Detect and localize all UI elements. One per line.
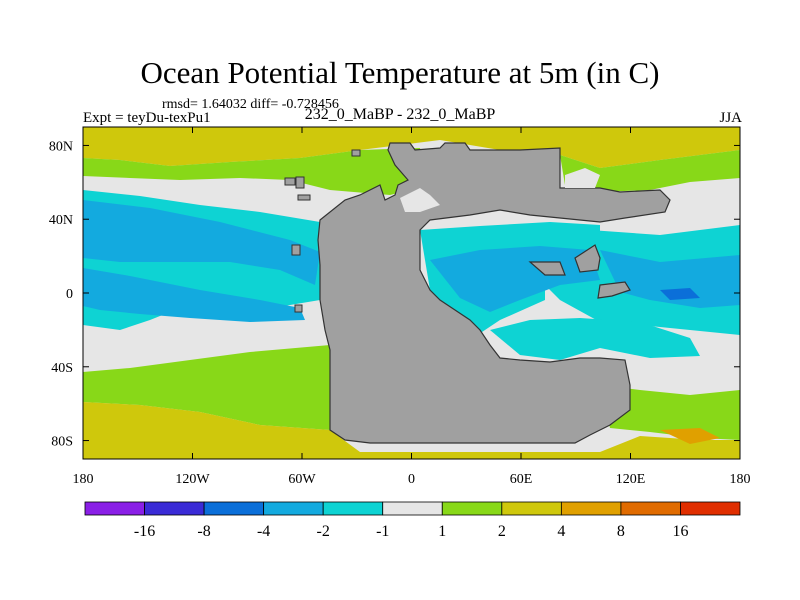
colorbar-label-3: -2 [317,523,330,540]
stats-label: rmsd= 1.64032 diff= -0.728456 [162,97,339,112]
colorbar-bin-8 [560,501,622,516]
colorbar-label-0: -16 [134,523,155,540]
chart-title: Ocean Potential Temperature at 5m (in C) [140,55,660,90]
field-inner-sea-south-cyan [490,318,700,360]
y-tick-label-1: 40N [49,213,73,228]
x-tick-label-6: 180 [730,472,751,487]
axes: 180 120W 60W 0 60E 120E 180 80N 40N 0 40S 80S [49,127,751,487]
temperature-field [83,127,740,459]
colorbar-bin-4 [322,501,384,516]
y-tick-label-0: 80N [49,139,73,154]
colorbar-bin-7 [501,501,562,516]
x-tick-label-1: 120W [175,472,210,487]
field-band-east-blue [600,250,740,308]
colorbar-bin-1 [144,501,205,516]
y-tick-label-4: 80S [51,435,73,450]
colorbar: -16 -8 -4 -2 -1 1 2 4 8 16 [84,501,741,540]
y-tick-label-2: 0 [66,287,73,302]
field-spot-east-deep-blue [660,288,700,300]
x-tick-label-4: 60E [510,472,533,487]
field-band-tropics-blue-south [83,268,305,322]
colorbar-bin-10 [680,501,741,516]
field-band-south-green [83,345,330,430]
colorbar-label-8: 8 [617,523,625,540]
y-tick-label-3: 40S [51,361,73,376]
colorbar-bin-5 [382,501,443,516]
x-tick-label-0: 180 [73,472,94,487]
colorbar-bin-6 [441,501,503,516]
field-band-tropics-blue [83,200,320,285]
land-north-gap [400,168,600,212]
colorbar-bin-2 [203,501,265,516]
field-spot-south-orange [660,428,720,444]
colorbar-label-5: 1 [438,523,446,540]
field-band-north-green-east [560,150,740,192]
x-tick-label-5: 120E [616,472,646,487]
period-label: 232_0_MaBP - 232_0_MaBP [304,106,496,123]
x-tick-label-3: 0 [408,472,415,487]
land-inner-peninsula [528,244,631,299]
field-band-south-green-east [600,385,740,440]
land-west-coast-islands [291,176,311,313]
colorbar-label-9: 16 [672,523,688,540]
experiment-label: Expt = teyDu-texPu1 [83,110,211,126]
colorbar-bin-0 [84,501,145,516]
land-west-continent [317,142,671,444]
colorbar-bin-3 [263,501,324,516]
colorbar-label-6: 2 [498,523,506,540]
colorbar-label-4: -1 [376,523,389,540]
season-label: JJA [719,110,742,126]
field-band-north-green [83,148,430,195]
field-band-south-yellow [83,402,740,459]
land-north-bits [284,149,361,186]
colorbar-label-2: -4 [257,523,270,540]
colorbar-bin-9 [620,501,681,516]
field-band-north-yellow [83,127,740,168]
x-tick-label-2: 60W [288,472,316,487]
colorbar-label-1: -8 [197,523,210,540]
colorbar-label-7: 4 [557,523,565,540]
